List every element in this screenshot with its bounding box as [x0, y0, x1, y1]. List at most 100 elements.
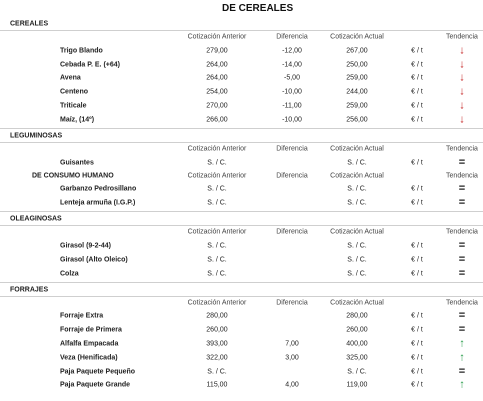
- unit: € / t: [411, 381, 423, 389]
- difference: -5,00: [284, 74, 300, 82]
- product-name: Guisantes: [60, 159, 94, 167]
- current-price: S. / C.: [347, 199, 367, 207]
- column-header: Cotización Actual: [330, 228, 384, 236]
- product-name: Girasol (9-2-44): [60, 242, 111, 250]
- previous-price: 322,00: [206, 354, 228, 362]
- column-header: Diferencia: [276, 172, 308, 180]
- unit: € / t: [411, 102, 423, 110]
- trend: =: [458, 196, 466, 209]
- unit: € / t: [411, 185, 423, 193]
- current-price: 260,00: [346, 326, 368, 334]
- trend: =: [458, 253, 466, 266]
- column-header: Cotización Actual: [330, 145, 384, 153]
- difference: 7,00: [285, 340, 299, 348]
- product-name: Garbanzo Pedrosillano: [60, 185, 137, 193]
- product-name: Alfalfa Empacada: [60, 340, 119, 348]
- previous-price: 264,00: [206, 61, 228, 69]
- current-price: 325,00: [346, 354, 368, 362]
- unit: € / t: [411, 326, 423, 334]
- trend: ↓: [459, 44, 465, 57]
- unit: € / t: [411, 159, 423, 167]
- difference: -12,00: [282, 47, 302, 55]
- trend: =: [458, 267, 466, 280]
- divider: [0, 30, 483, 31]
- previous-price: 115,00: [206, 381, 228, 389]
- page-title: DE CEREALES: [222, 3, 294, 14]
- current-price: 256,00: [346, 116, 368, 124]
- column-header: Cotización Actual: [330, 299, 384, 307]
- current-price: 244,00: [346, 88, 368, 96]
- previous-price: 264,00: [206, 74, 228, 82]
- difference: -10,00: [282, 116, 302, 124]
- current-price: 119,00: [346, 381, 368, 389]
- current-price: 259,00: [346, 74, 368, 82]
- product-name: Maíz, (14º): [60, 116, 95, 124]
- product-name: Colza: [60, 270, 79, 278]
- current-price: S. / C.: [347, 159, 367, 167]
- current-price: S. / C.: [347, 270, 367, 278]
- column-header: Diferencia: [276, 145, 308, 153]
- product-name: Triticale: [60, 102, 87, 110]
- trend: =: [458, 239, 466, 252]
- previous-price: 279,00: [206, 47, 228, 55]
- trend: ↓: [459, 85, 465, 98]
- previous-price: S. / C.: [207, 242, 227, 250]
- unit: € / t: [411, 270, 423, 278]
- trend: ↓: [459, 58, 465, 71]
- product-name: Avena: [60, 74, 81, 82]
- column-header: Diferencia: [276, 228, 308, 236]
- previous-price: 393,00: [206, 340, 228, 348]
- divider: [0, 127, 483, 129]
- trend: =: [458, 182, 466, 195]
- unit: € / t: [411, 74, 423, 82]
- column-header: Cotización Anterior: [187, 228, 247, 236]
- difference: -10,00: [282, 88, 302, 96]
- column-header: Tendencia: [446, 299, 478, 307]
- unit: € / t: [411, 368, 423, 376]
- divider: [0, 281, 483, 283]
- current-price: S. / C.: [347, 368, 367, 376]
- previous-price: S. / C.: [207, 159, 227, 167]
- column-header: Tendencia: [446, 228, 478, 236]
- current-price: 267,00: [346, 47, 368, 55]
- column-header: Cotización Anterior: [187, 299, 247, 307]
- column-header: Cotización Actual: [330, 172, 384, 180]
- section-title: LEGUMINOSAS: [10, 132, 63, 140]
- trend: ↑: [459, 337, 465, 350]
- column-header: Tendencia: [446, 33, 478, 41]
- current-price: 400,00: [346, 340, 368, 348]
- column-header: Tendencia: [446, 145, 478, 153]
- product-name: Paja Paquete Pequeño: [60, 368, 136, 376]
- trend: =: [458, 323, 466, 336]
- trend: ↑: [459, 351, 465, 364]
- product-name: Veza (Henificada): [60, 354, 118, 362]
- current-price: 280,00: [346, 312, 368, 320]
- trend: ↓: [459, 99, 465, 112]
- trend: =: [458, 156, 466, 169]
- product-name: Cebada P. E. (+64): [60, 61, 120, 69]
- previous-price: 254,00: [206, 88, 228, 96]
- column-header: Cotización Anterior: [187, 33, 247, 41]
- unit: € / t: [411, 312, 423, 320]
- difference: 4,00: [285, 381, 299, 389]
- product-name: Paja Paquete Grande: [60, 381, 131, 389]
- trend: ↑: [459, 378, 465, 391]
- column-header: Diferencia: [276, 299, 308, 307]
- divider: [0, 295, 483, 297]
- previous-price: S. / C.: [207, 185, 227, 193]
- current-price: S. / C.: [347, 185, 367, 193]
- current-price: 250,00: [346, 61, 368, 69]
- section-title: CEREALES: [10, 20, 49, 28]
- unit: € / t: [411, 61, 423, 69]
- divider: [0, 141, 483, 143]
- previous-price: 266,00: [206, 116, 228, 124]
- product-name: Girasol (Alto Oleico): [60, 256, 128, 264]
- difference: -14,00: [282, 61, 302, 69]
- trend: ↓: [459, 113, 465, 126]
- trend: ↓: [459, 71, 465, 84]
- section-title: FORRAJES: [10, 286, 49, 294]
- subsection-label: DE CONSUMO HUMANO: [32, 172, 114, 180]
- unit: € / t: [411, 88, 423, 96]
- column-header: Cotización Actual: [330, 33, 384, 41]
- product-name: Forraje de Primera: [60, 326, 122, 334]
